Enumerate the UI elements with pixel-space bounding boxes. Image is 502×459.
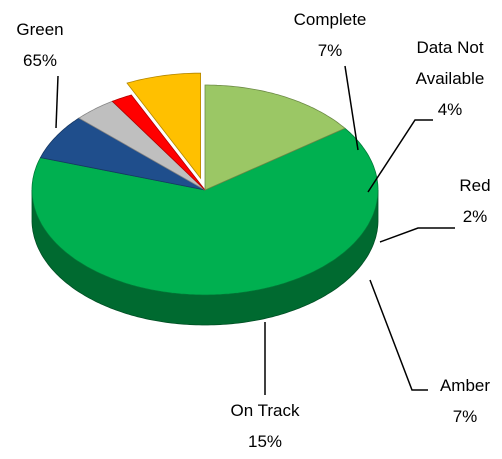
- slice-label: Green 65%: [16, 20, 64, 70]
- slice-label: Complete 7%: [293, 10, 367, 60]
- leader-line: [55, 75, 59, 129]
- leader-line: [379, 227, 455, 243]
- slice: [204, 84, 346, 191]
- slice-label: Data Not Available 4%: [415, 38, 485, 119]
- slice: [31, 127, 379, 296]
- slice: [39, 117, 206, 191]
- slice-label: Red 2%: [459, 176, 491, 226]
- slice: [111, 94, 206, 191]
- slice: [78, 100, 206, 191]
- slice: [126, 72, 201, 180]
- leader-line: [369, 279, 428, 391]
- slice-label: Amber 7%: [439, 376, 491, 426]
- slice-label: On Track 15%: [230, 401, 300, 451]
- leader-line: [367, 119, 433, 193]
- leader-line: [344, 65, 359, 151]
